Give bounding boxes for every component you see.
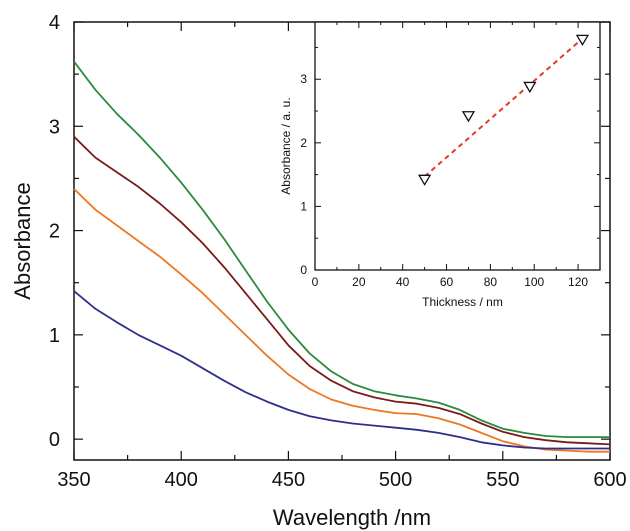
inset-y-tick-label: 0 (300, 263, 307, 277)
main-y-tick-label: 1 (49, 325, 60, 347)
main-x-tick-label: 600 (593, 469, 626, 491)
inset-x-tick-label: 0 (312, 275, 319, 289)
inset-x-axis-label: Thickness / nm (422, 295, 503, 309)
main-y-tick-label: 4 (49, 12, 60, 34)
spectrum-line-3 (73, 188, 610, 453)
main-x-tick-label: 550 (486, 469, 519, 491)
inset-plot-frame (314, 21, 601, 271)
inset-x-tick-label: 100 (524, 275, 544, 289)
main-y-tick-label: 0 (49, 429, 60, 451)
main-y-axis-label: Absorbance (10, 182, 35, 299)
inset-data-point (575, 34, 590, 47)
inset-x-tick-label: 20 (352, 275, 366, 289)
inset-plot: 0 20 40 60 80 100 120 0 1 2 3 Thickness / nm Absorba… (279, 21, 601, 309)
inset-data-point (417, 174, 432, 186)
spectrum-line-2 (73, 136, 611, 446)
inset-x-tick-label: 120 (568, 275, 588, 289)
inset-data-point (523, 81, 537, 94)
main-y-tick-label: 2 (49, 221, 60, 243)
spectrum-line-1 (73, 61, 610, 439)
main-x-axis-label: Wavelength /nm (273, 505, 431, 530)
main-x-tick-label: 400 (165, 469, 198, 491)
inset-x-tick-label: 80 (484, 275, 498, 289)
inset-data-point (461, 111, 476, 123)
spectrum-line-4 (73, 290, 610, 450)
inset-y-tick-label: 1 (300, 199, 307, 213)
inset-fit-line (423, 37, 584, 178)
inset-x-tick-label: 40 (396, 275, 410, 289)
inset-y-tick-label: 2 (300, 136, 307, 150)
main-x-tick-label: 450 (272, 469, 305, 491)
inset-y-tick-label: 3 (300, 72, 307, 86)
main-x-tick-label: 350 (57, 469, 90, 491)
main-y-tick-label: 3 (49, 116, 60, 138)
inset-x-tick-label: 60 (440, 275, 454, 289)
main-x-tick-label: 500 (379, 469, 412, 491)
inset-y-axis-label: Absorbance / a. u. (279, 97, 293, 194)
